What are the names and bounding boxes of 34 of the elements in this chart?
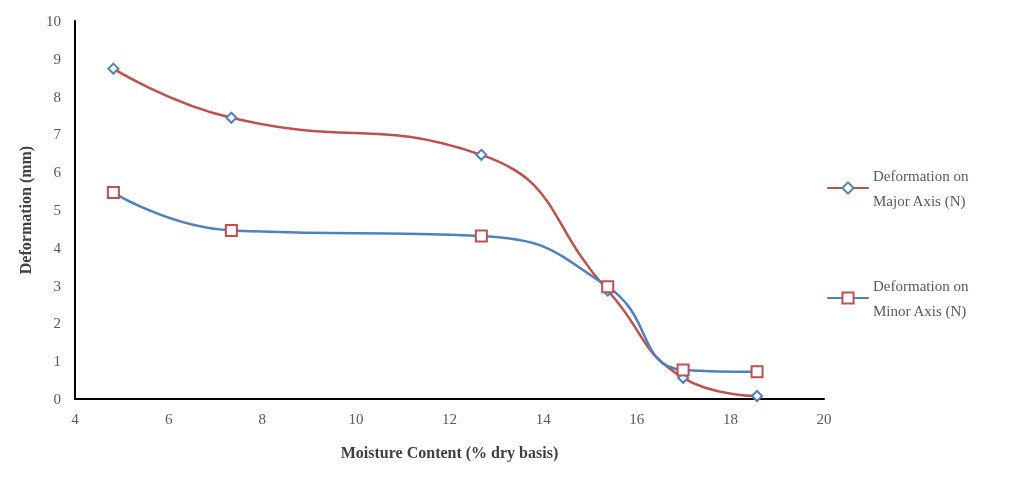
x-tick-label: 10 [348, 410, 364, 427]
y-tick-label: 7 [53, 126, 62, 143]
point [475, 148, 488, 161]
point [106, 186, 120, 200]
y-tick-label: 0 [53, 391, 61, 407]
y-tick-label: 6 [53, 164, 62, 181]
y-tick-label: 3 [53, 277, 61, 294]
y-tick-label: 4 [53, 239, 62, 256]
y-tick-label: 2 [53, 315, 61, 332]
y-tick-label: 1 [53, 353, 61, 370]
x-tick-label: 12 [442, 410, 457, 427]
point [474, 229, 488, 243]
x-tick-label: 14 [535, 410, 552, 427]
y-tick-label: 8 [53, 88, 61, 105]
point [750, 365, 764, 379]
x-tick-label: 18 [722, 410, 738, 427]
x-tick-label: 6 [164, 410, 173, 427]
x-axis-title: Moisture Content (% dry basis) [340, 443, 559, 462]
y-axis-title: Deformation (mm) [16, 145, 35, 275]
x-tick-label: 20 [816, 410, 832, 427]
point [751, 389, 764, 402]
point [601, 280, 615, 294]
y-tick-label: 5 [53, 202, 61, 218]
point [676, 363, 690, 377]
legend-label: Deformation on Major Axis (N) [873, 167, 973, 210]
x-tick-label: 8 [258, 410, 266, 427]
y-tick-label: 9 [53, 50, 61, 67]
x-tick-label: 4 [71, 410, 80, 427]
y-tick-label: 10 [46, 13, 61, 29]
point [225, 111, 238, 124]
point [224, 223, 238, 237]
legend-label: Deformation on Minor Axis (N) [873, 277, 973, 320]
x-tick-label: 16 [629, 410, 645, 427]
point [107, 62, 120, 75]
